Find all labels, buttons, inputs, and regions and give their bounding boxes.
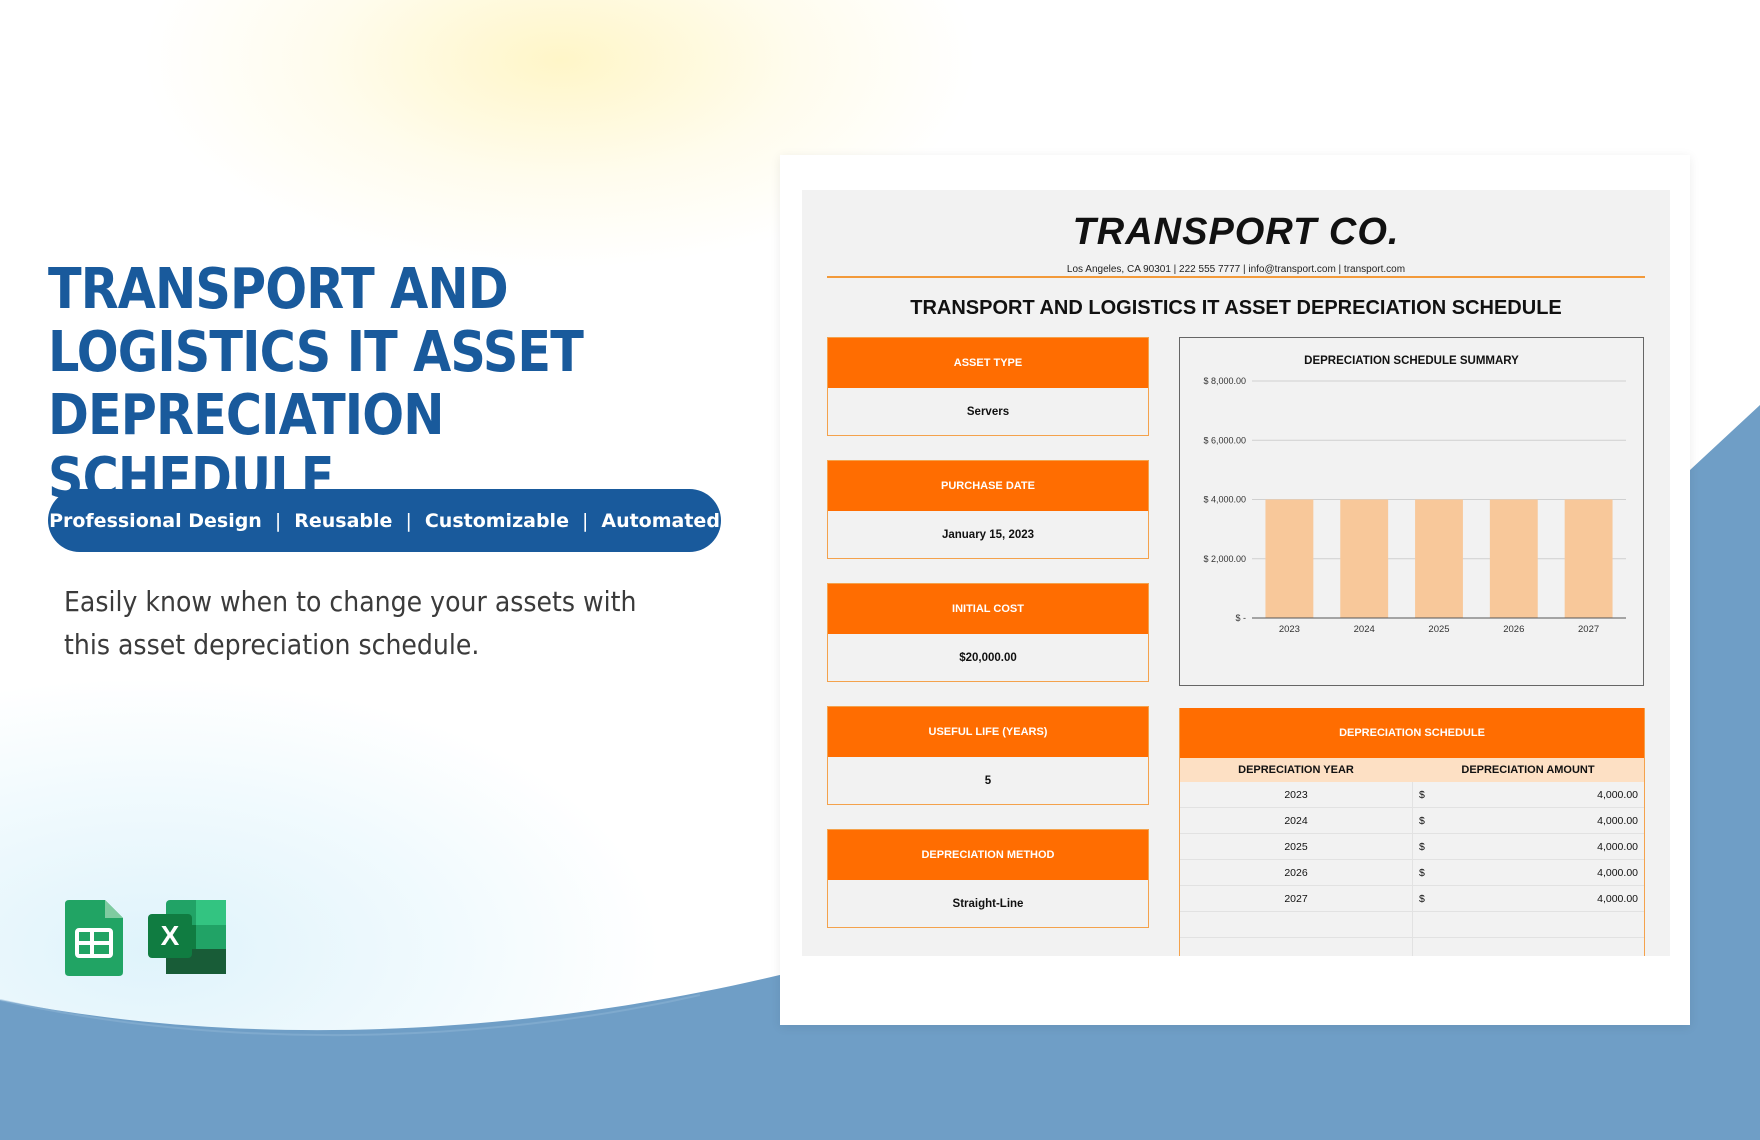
spreadsheet-sheet: TRANSPORT CO. Los Angeles, CA 90301 | 22…: [802, 190, 1670, 956]
x-tick-label: 2025: [1428, 624, 1449, 635]
x-tick-label: 2026: [1503, 624, 1524, 635]
schedule-empty-row[interactable]: [1180, 912, 1644, 938]
feature-automated: Automated: [601, 509, 720, 532]
field-label: DEPRECIATION METHOD: [828, 830, 1148, 880]
company-name: TRANSPORT CO.: [1072, 211, 1400, 253]
schedule-currency-cell: $: [1419, 866, 1425, 879]
schedule-title: DEPRECIATION SCHEDULE: [1180, 708, 1644, 758]
schedule-year-cell: 2025: [1180, 834, 1413, 859]
asset-type-field: ASSET TYPE Servers: [827, 337, 1149, 436]
schedule-year-cell: 2023: [1180, 782, 1413, 807]
microsoft-excel-icon[interactable]: X: [148, 900, 226, 974]
feature-reusable: Reusable: [294, 509, 393, 532]
chart-bar: [1415, 499, 1463, 618]
column-header-amount: DEPRECIATION AMOUNT: [1461, 764, 1595, 776]
schedule-rows: 2023 $4,000.00 2024 $4,000.00 2025 $4,000.00 2…: [1180, 782, 1644, 956]
useful-life-field: USEFUL LIFE (YEARS) 5: [827, 706, 1149, 805]
schedule-amount-cell: 4,000.00: [1597, 892, 1638, 905]
schedule-row[interactable]: 2025 $4,000.00: [1180, 834, 1644, 860]
feature-separator: |: [405, 509, 412, 532]
schedule-year-cell: 2027: [1180, 886, 1413, 911]
excel-letter: X: [161, 920, 180, 951]
schedule-empty-row[interactable]: [1180, 938, 1644, 956]
depreciation-schedule-table: DEPRECIATION SCHEDULE DEPRECIATION YEAR …: [1179, 708, 1645, 956]
y-tick-label: $ -: [1235, 613, 1246, 623]
chart-canvas: DEPRECIATION SCHEDULE SUMMARY $ - $ 2,000.…: [1203, 355, 1626, 635]
purchase-date-field: PURCHASE DATE January 15, 2023: [827, 460, 1149, 559]
schedule-amount-cell: 4,000.00: [1597, 840, 1638, 853]
hero-title: TRANSPORT AND LOGISTICS IT ASSET DEPRECI…: [48, 258, 664, 510]
schedule-amount-cell: 4,000.00: [1597, 866, 1638, 879]
document-title: TRANSPORT AND LOGISTICS IT ASSET DEPRECI…: [910, 297, 1562, 319]
feature-separator: |: [274, 509, 282, 532]
x-tick-label: 2023: [1279, 624, 1300, 635]
feature-pill: Professional Design | Reusable | Customi…: [48, 489, 721, 552]
hero-title-line: TRANSPORT AND: [48, 257, 509, 322]
y-tick-label: $ 6,000.00: [1203, 435, 1246, 445]
schedule-row[interactable]: 2024 $4,000.00: [1180, 808, 1644, 834]
field-label: ASSET TYPE: [828, 338, 1148, 388]
schedule-row[interactable]: 2023 $4,000.00: [1180, 782, 1644, 808]
depreciation-summary-chart: DEPRECIATION SCHEDULE SUMMARY $ - $ 2,000.…: [1179, 337, 1644, 686]
field-value[interactable]: Straight-Line: [952, 897, 1024, 910]
document-preview: TRANSPORT CO. Los Angeles, CA 90301 | 22…: [780, 155, 1690, 1025]
field-value[interactable]: January 15, 2023: [941, 528, 1035, 541]
chart-bar: [1340, 499, 1389, 618]
field-value[interactable]: 5: [984, 774, 992, 787]
company-contact: Los Angeles, CA 90301 | 222 555 7777 | i…: [1066, 264, 1406, 275]
field-label: USEFUL LIFE (YEARS): [828, 707, 1148, 757]
schedule-year-cell: 2024: [1180, 808, 1413, 833]
schedule-currency-cell: $: [1419, 840, 1425, 853]
field-value[interactable]: Servers: [966, 405, 1010, 418]
feature-separator: |: [581, 509, 589, 532]
google-sheets-icon[interactable]: [65, 900, 123, 976]
header-divider: [827, 276, 1645, 278]
chart-bar: [1489, 499, 1538, 618]
field-label: PURCHASE DATE: [828, 461, 1148, 511]
initial-cost-field: INITIAL COST $20,000.00: [827, 583, 1149, 682]
schedule-row[interactable]: 2027 $4,000.00: [1180, 886, 1644, 912]
y-tick-label: $ 2,000.00: [1203, 554, 1246, 564]
schedule-year-cell: 2026: [1180, 860, 1413, 885]
y-tick-label: $ 4,000.00: [1203, 495, 1246, 505]
feature-customizable: Customizable: [424, 509, 569, 532]
hero-title-line: LOGISTICS IT ASSET: [48, 320, 584, 385]
schedule-currency-cell: $: [1419, 814, 1425, 827]
chart-title: DEPRECIATION SCHEDULE SUMMARY: [1304, 355, 1519, 367]
y-tick-label: $ 8,000.00: [1203, 376, 1246, 386]
x-tick-label: 2027: [1578, 624, 1599, 635]
schedule-row[interactable]: 2026 $4,000.00: [1180, 860, 1644, 886]
schedule-amount-cell: 4,000.00: [1597, 788, 1638, 801]
hero-description: Easily know when to change your assets w…: [64, 585, 637, 661]
schedule-year-cell: [1180, 938, 1413, 956]
feature-professional-design: Professional Design: [49, 509, 262, 532]
field-label: INITIAL COST: [828, 584, 1148, 634]
schedule-currency-cell: $: [1419, 892, 1425, 905]
schedule-year-cell: [1180, 912, 1413, 937]
schedule-amount-cell: 4,000.00: [1597, 814, 1638, 827]
schedule-currency-cell: $: [1419, 788, 1425, 801]
schedule-header-row: DEPRECIATION YEAR DEPRECIATION AMOUNT: [1180, 758, 1644, 782]
chart-bar: [1564, 499, 1613, 618]
x-tick-label: 2024: [1354, 624, 1375, 635]
column-header-year: DEPRECIATION YEAR: [1238, 764, 1354, 776]
chart-bar: [1265, 499, 1314, 618]
hero-title-line: DEPRECIATION SCHEDULE: [48, 383, 445, 511]
field-value[interactable]: $20,000.00: [959, 651, 1017, 664]
depreciation-method-field: DEPRECIATION METHOD Straight-Line: [827, 829, 1149, 928]
